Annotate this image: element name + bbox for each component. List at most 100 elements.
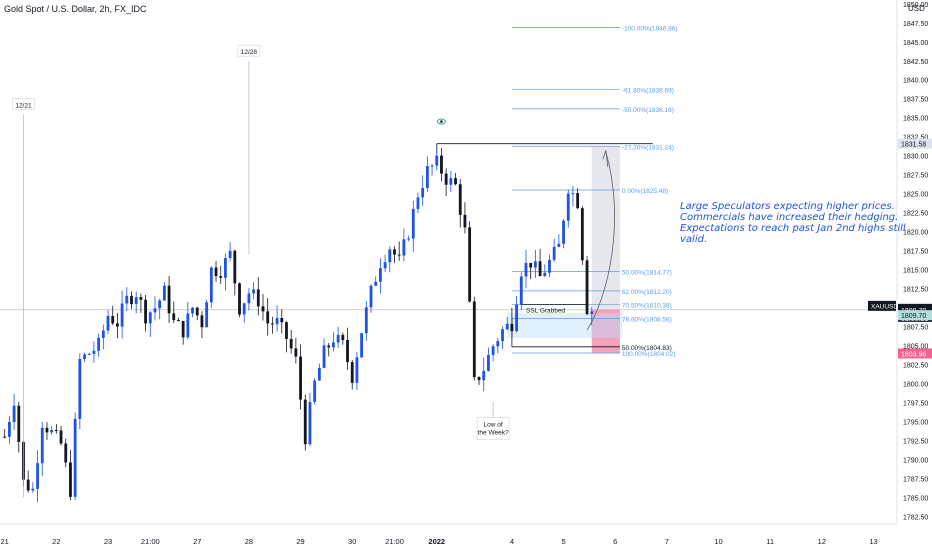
candle-body bbox=[430, 165, 434, 167]
projection-arrowhead bbox=[602, 150, 609, 168]
price-badge-label: 1803.96 bbox=[901, 351, 926, 358]
time-tick-label: 13 bbox=[869, 537, 877, 546]
time-tick-label: 27 bbox=[193, 537, 201, 546]
candle-body bbox=[416, 197, 420, 209]
candle-body bbox=[17, 405, 21, 442]
price-tick-label: 1822.50 bbox=[903, 211, 928, 218]
candle-body bbox=[45, 427, 49, 433]
candle-body bbox=[162, 285, 166, 301]
price-tick-label: 1835.00 bbox=[903, 116, 928, 123]
candle-body bbox=[120, 303, 124, 327]
candle-body bbox=[172, 313, 176, 321]
price-tick-label: 1805.00 bbox=[903, 344, 928, 351]
time-tick-label: 30 bbox=[348, 537, 356, 546]
candle-body bbox=[219, 276, 223, 278]
candle-body bbox=[341, 334, 345, 341]
candle-body bbox=[31, 488, 35, 491]
fib-level-label: 78.60%(1808.56) bbox=[622, 317, 672, 324]
price-tick-label: 1807.50 bbox=[903, 325, 928, 332]
candle-body bbox=[299, 356, 302, 400]
candle-body bbox=[425, 166, 429, 188]
candle-body bbox=[444, 173, 448, 185]
price-badge-label: 1809.70 bbox=[901, 313, 926, 320]
chart-title: Gold Spot / U.S. Dollar, 2h, FX_IDC bbox=[4, 4, 147, 14]
candle-body bbox=[238, 283, 241, 315]
candle-body bbox=[571, 193, 575, 195]
candle-body bbox=[543, 272, 547, 277]
price-tick-label: 1820.00 bbox=[903, 230, 928, 237]
candle-body bbox=[205, 302, 209, 328]
symbol-badge-label: XAUUSD bbox=[871, 303, 898, 310]
candle-body bbox=[54, 429, 58, 431]
price-tick-label: 1800.00 bbox=[903, 382, 928, 389]
candle-body bbox=[402, 239, 406, 256]
time-tick-label: 11 bbox=[766, 537, 774, 546]
candle-body bbox=[519, 276, 523, 305]
candle-body bbox=[524, 262, 528, 277]
candle-body bbox=[449, 178, 453, 185]
candle-body bbox=[97, 337, 101, 351]
price-badge bbox=[898, 348, 932, 359]
mid-level-label: 50.00%(1804.83) bbox=[622, 345, 672, 352]
candle-body bbox=[515, 304, 519, 332]
price-tick-label: 1830.00 bbox=[903, 154, 928, 161]
price-tick-label: 1787.50 bbox=[903, 476, 928, 483]
price-tick-label: 1832.50 bbox=[903, 135, 928, 142]
candle-body bbox=[285, 322, 288, 339]
candle-body bbox=[388, 249, 392, 263]
candle-body bbox=[214, 267, 218, 277]
candle-body bbox=[566, 193, 570, 221]
note-line: Commercials have increased their hedging… bbox=[680, 212, 899, 223]
candle-body bbox=[7, 421, 11, 437]
price-tick-label: 1785.00 bbox=[903, 495, 928, 502]
price-tick-label: 1845.00 bbox=[903, 40, 928, 47]
candle-body bbox=[487, 355, 490, 371]
time-tick-label: 12 bbox=[818, 537, 826, 546]
candle-body bbox=[228, 250, 232, 259]
fib-level-label: 62.00%(1812.20) bbox=[622, 289, 672, 296]
time-tick-label: 21:00 bbox=[141, 537, 160, 546]
time-tick-label: 2022 bbox=[428, 537, 445, 546]
fib-layer: -100.00%(1846.86) -61.80%(1838.69) -50.00%… bbox=[436, 26, 678, 358]
time-tick-label: 23 bbox=[104, 537, 112, 546]
candle-body bbox=[472, 301, 476, 378]
candle-body bbox=[454, 178, 457, 185]
price-badge bbox=[898, 138, 932, 149]
candle-body bbox=[200, 315, 204, 328]
price-tick-label: 1825.00 bbox=[903, 192, 928, 199]
candle-body bbox=[501, 329, 504, 342]
candle-body bbox=[195, 307, 199, 316]
fib-level-label: 70.50%(1810.38) bbox=[622, 303, 672, 310]
price-tick-label: 1790.00 bbox=[903, 457, 928, 464]
time-tick-label: 22 bbox=[52, 537, 60, 546]
candle-body bbox=[50, 429, 54, 433]
price-tick-label: 1815.00 bbox=[903, 268, 928, 275]
candle-body bbox=[308, 401, 312, 445]
candle-body bbox=[280, 317, 284, 323]
candle-body bbox=[585, 260, 589, 315]
fib-level-label: -100.00%(1846.86) bbox=[622, 26, 678, 33]
candle-body bbox=[177, 320, 180, 322]
time-tick-label: 5 bbox=[561, 537, 565, 546]
price-axis[interactable]: 1782.50 1785.00 1787.50 1790.00 1792.50 1795.… bbox=[868, 2, 932, 522]
time-axis[interactable]: 21 22 23 21:00 27 28 29 30 21:00 2022 4 5 6 7 10 11 12 13 bbox=[1, 537, 878, 546]
candle-body bbox=[313, 380, 317, 402]
candles-layer bbox=[3, 147, 594, 503]
eye-icon bbox=[436, 118, 446, 125]
fib-level-label: -27.20%(1831.24) bbox=[622, 144, 674, 151]
candle-body bbox=[256, 289, 260, 307]
candle-body bbox=[26, 479, 30, 491]
candle-body bbox=[92, 350, 96, 354]
candle-body bbox=[101, 330, 105, 338]
candle-body bbox=[590, 311, 594, 315]
candle-body bbox=[529, 262, 533, 268]
candle-body bbox=[111, 315, 115, 324]
candle-body bbox=[332, 342, 335, 348]
candle-body bbox=[59, 430, 63, 444]
candle-body bbox=[440, 155, 443, 174]
candle-body bbox=[303, 399, 307, 445]
price-tick-label: 1837.50 bbox=[903, 97, 928, 104]
candle-body bbox=[533, 261, 537, 268]
ssl-label: SSL Grabbed bbox=[526, 308, 566, 315]
